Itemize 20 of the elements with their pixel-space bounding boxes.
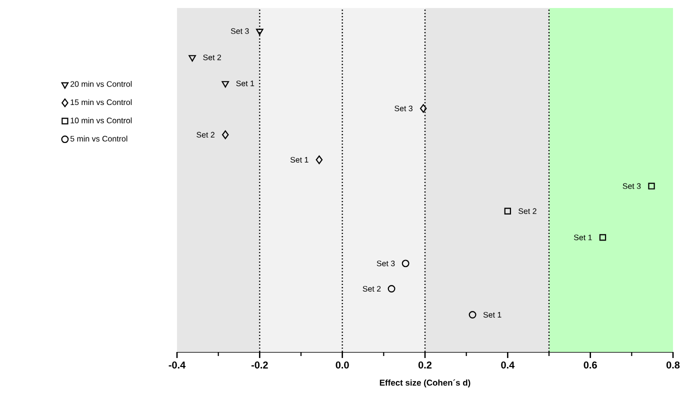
x-tick-label: 0.0 [336, 362, 349, 369]
point [402, 260, 410, 268]
point [256, 28, 264, 36]
point [222, 81, 230, 88]
point [222, 130, 229, 140]
point [316, 155, 323, 164]
point [648, 182, 655, 190]
x-tick-label: 0.8 [666, 362, 680, 369]
x-tick-label: 0.6 [584, 362, 597, 369]
x-tick-label: 0.2 [418, 362, 432, 369]
point [188, 55, 196, 62]
x-tick-label: -0.4 [168, 362, 186, 369]
x-tick-label: -0.2 [251, 362, 268, 369]
point [388, 285, 396, 293]
x-axis-title: Effect size (Cohen´s d) [380, 379, 470, 388]
point [468, 311, 476, 319]
point [504, 208, 512, 214]
point [420, 104, 427, 113]
point [599, 234, 606, 241]
x-tick-label: 0.4 [501, 362, 515, 369]
